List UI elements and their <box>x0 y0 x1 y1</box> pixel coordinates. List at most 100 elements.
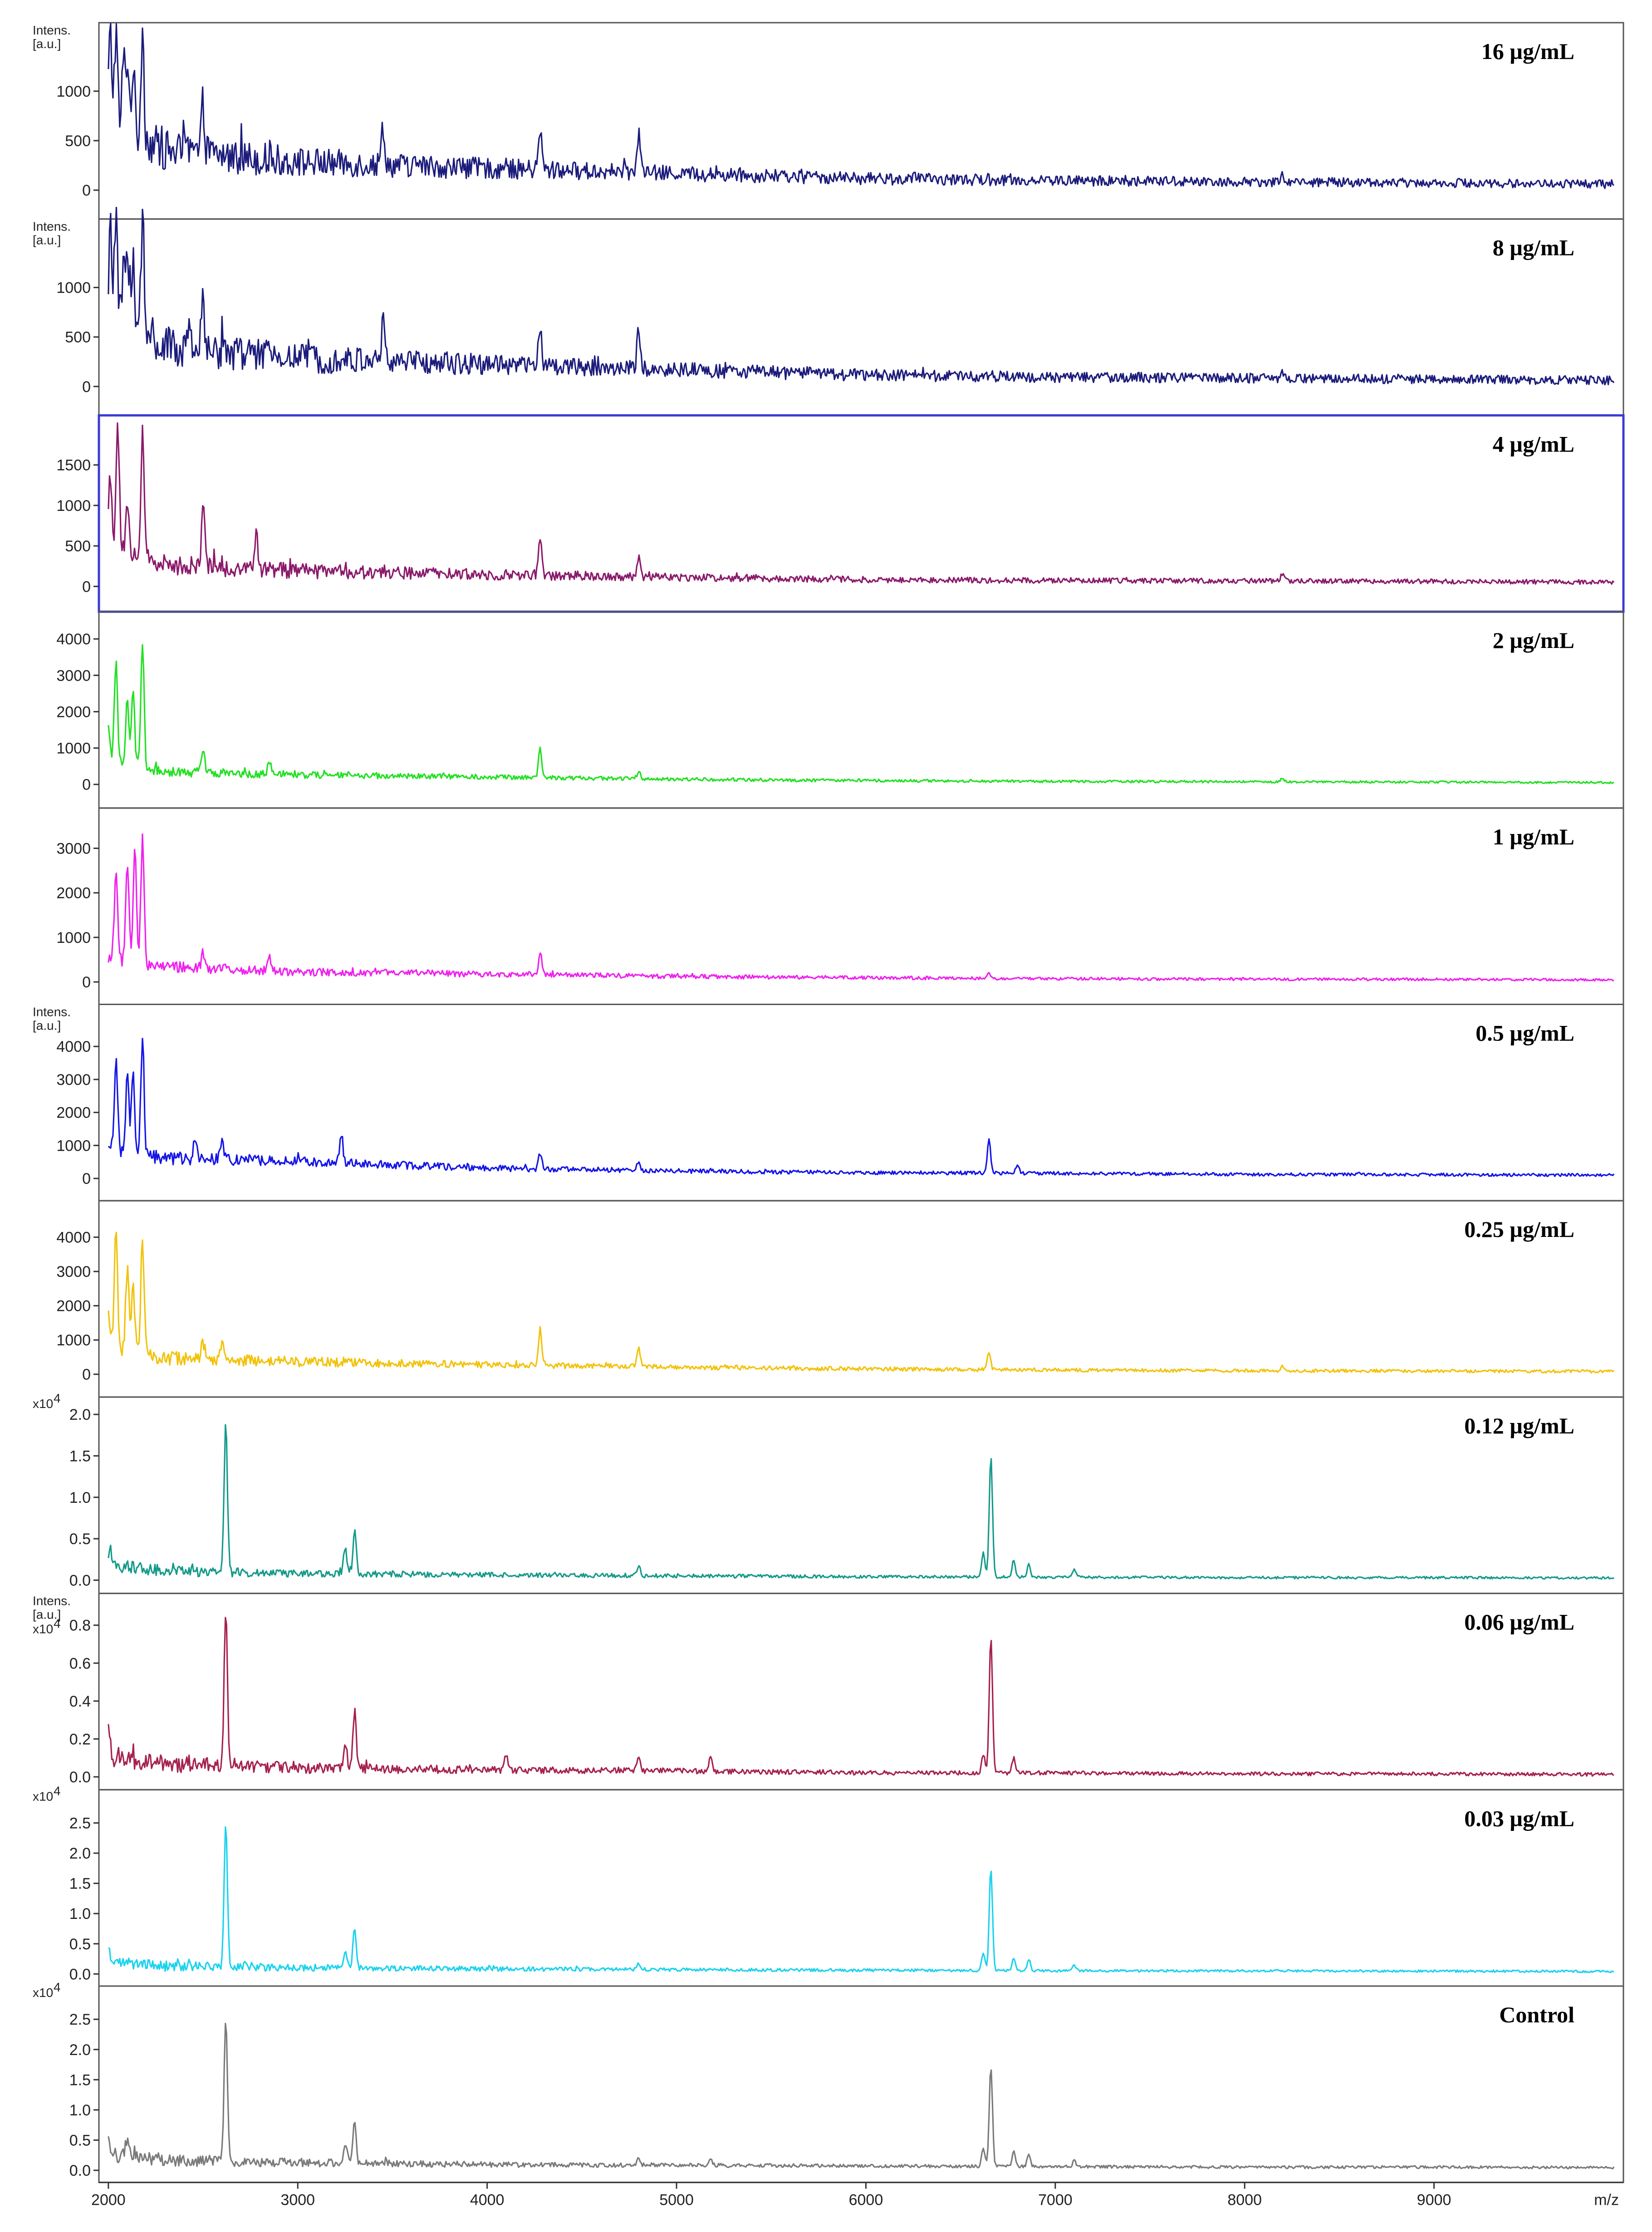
y-tick-label: 2.0 <box>69 1406 91 1423</box>
y-tick-label: 2000 <box>56 885 91 902</box>
exponent-power: 4 <box>54 1617 61 1631</box>
spectrum-trace <box>108 2022 1615 2170</box>
y-tick-label: 0 <box>82 378 91 396</box>
exponent-power: 4 <box>54 1980 61 1994</box>
spectrum-trace <box>108 1826 1614 1973</box>
y-tick-label: 2.0 <box>69 2041 91 2059</box>
y-tick-label: 1000 <box>56 740 91 757</box>
y-tick-label: 3000 <box>56 667 91 684</box>
y-tick-label: 1.5 <box>69 1447 91 1465</box>
intensity-unit-label: [a.u.] <box>33 37 61 51</box>
y-tick-label: 1000 <box>56 1332 91 1349</box>
y-tick-label: 0.0 <box>69 2162 91 2179</box>
x-tick-label: 5000 <box>659 2192 694 2209</box>
x-tick-label: 2000 <box>91 2192 126 2209</box>
spectrum-trace <box>108 1231 1615 1374</box>
y-tick-label: 0.0 <box>69 1769 91 1786</box>
spectrum-panel: 0.0 0.5 1.0 1.5 2.0 2.5 x10 4 0.03 µg/mL <box>33 1784 1624 1987</box>
x-tick-label: 3000 <box>280 2192 315 2209</box>
intensity-unit-label: [a.u.] <box>33 233 61 247</box>
y-tick-label: 0.8 <box>69 1617 91 1634</box>
y-tick-label: 500 <box>65 329 91 346</box>
exponent-power: 4 <box>54 1391 61 1405</box>
concentration-label: 0.25 µg/mL <box>1464 1217 1574 1242</box>
panel-frame <box>98 22 1624 220</box>
exponent-label: x10 <box>33 1789 53 1803</box>
y-tick-label: 1000 <box>56 497 91 515</box>
concentration-label: 0.06 µg/mL <box>1464 1609 1574 1635</box>
panel-frame <box>98 1593 1624 1791</box>
spectrum-panel: 0 1000 2000 3000 1 µg/mL <box>56 807 1624 1006</box>
spectrum-panel: 0 500 1000 Intens.[a.u.] 8 µg/mL <box>33 206 1624 416</box>
panel-frame <box>98 1985 1624 2183</box>
spectrum-trace <box>108 644 1614 785</box>
spectrum-trace <box>108 1038 1615 1177</box>
spectrum-trace <box>108 23 1615 189</box>
x-axis-label: m/z <box>1594 2192 1619 2209</box>
x-tick-label: 6000 <box>849 2192 883 2209</box>
panel-frame <box>98 1396 1624 1594</box>
y-tick-label: 1500 <box>56 457 91 474</box>
spectrum-panel: 0 1000 2000 3000 4000 2 µg/mL <box>56 611 1624 809</box>
panel-frame <box>98 1789 1624 1987</box>
concentration-label: 2 µg/mL <box>1493 628 1574 653</box>
y-tick-label: 0.6 <box>69 1655 91 1672</box>
y-tick-label: 500 <box>65 132 91 150</box>
y-tick-label: 3000 <box>56 840 91 858</box>
concentration-label: 8 µg/mL <box>1493 235 1574 260</box>
x-tick-label: 9000 <box>1417 2192 1451 2209</box>
exponent-label: x10 <box>33 1986 53 2000</box>
panel-frame <box>98 218 1624 416</box>
y-tick-label: 1.5 <box>69 1875 91 1893</box>
spectrum-panel: 0 1000 2000 3000 4000 0.25 µg/mL <box>56 1200 1624 1398</box>
y-tick-label: 1000 <box>56 929 91 947</box>
y-tick-label: 1000 <box>56 83 91 100</box>
y-tick-label: 4000 <box>56 1038 91 1055</box>
concentration-label: 0.12 µg/mL <box>1464 1413 1574 1438</box>
spectrum-trace <box>108 206 1615 386</box>
panel-frame <box>98 611 1624 809</box>
y-tick-label: 0.2 <box>69 1731 91 1748</box>
y-tick-label: 0.5 <box>69 1531 91 1548</box>
spectrum-panel: 0 500 1000 Intens.[a.u.] 16 µg/mL <box>33 22 1624 220</box>
y-tick-label: 0 <box>82 776 91 794</box>
y-tick-label: 3000 <box>56 1263 91 1280</box>
intensity-unit-label: Intens. <box>33 1594 71 1608</box>
y-tick-label: 0.4 <box>69 1693 91 1710</box>
spectrum-panel: 0 500 1000 1500 4 µg/mL <box>56 414 1625 613</box>
x-tick-label: 8000 <box>1227 2192 1262 2209</box>
y-tick-label: 1.0 <box>69 2102 91 2119</box>
y-tick-label: 4000 <box>56 1229 91 1246</box>
y-tick-label: 2.0 <box>69 1845 91 1862</box>
y-tick-label: 0.0 <box>69 1966 91 1983</box>
y-tick-label: 0 <box>82 182 91 199</box>
exponent-label: x10 <box>33 1622 53 1636</box>
concentration-label: 0.5 µg/mL <box>1476 1020 1574 1046</box>
y-tick-label: 2.5 <box>69 1815 91 1832</box>
intensity-unit-label: [a.u.] <box>33 1608 61 1622</box>
y-tick-label: 0 <box>82 974 91 991</box>
exponent-label: x10 <box>33 1397 53 1411</box>
intensity-unit-label: Intens. <box>33 23 71 37</box>
spectrum-trace <box>108 422 1615 585</box>
y-tick-label: 0 <box>82 1170 91 1187</box>
concentration-label: 16 µg/mL <box>1481 39 1574 64</box>
intensity-unit-label: Intens. <box>33 1005 71 1019</box>
spectrum-trace <box>108 1617 1614 1777</box>
exponent-power: 4 <box>54 1784 61 1798</box>
y-tick-label: 0.5 <box>69 1936 91 1953</box>
intensity-unit-label: [a.u.] <box>33 1019 61 1033</box>
y-tick-label: 1.0 <box>69 1489 91 1506</box>
y-tick-label: 2000 <box>56 1104 91 1122</box>
y-tick-label: 0.5 <box>69 2132 91 2149</box>
y-tick-label: 2000 <box>56 1298 91 1315</box>
y-tick-label: 3000 <box>56 1071 91 1089</box>
concentration-label: 4 µg/mL <box>1493 431 1574 456</box>
y-tick-label: 0 <box>82 1366 91 1383</box>
spectrum-panel: 0.0 0.5 1.0 1.5 2.0 2.5 x10 4 Control <box>33 1980 1624 2183</box>
concentration-label: 1 µg/mL <box>1493 824 1574 849</box>
concentration-label: Control <box>1499 2002 1574 2027</box>
y-tick-label: 2000 <box>56 703 91 721</box>
concentration-label: 0.03 µg/mL <box>1464 1805 1574 1831</box>
